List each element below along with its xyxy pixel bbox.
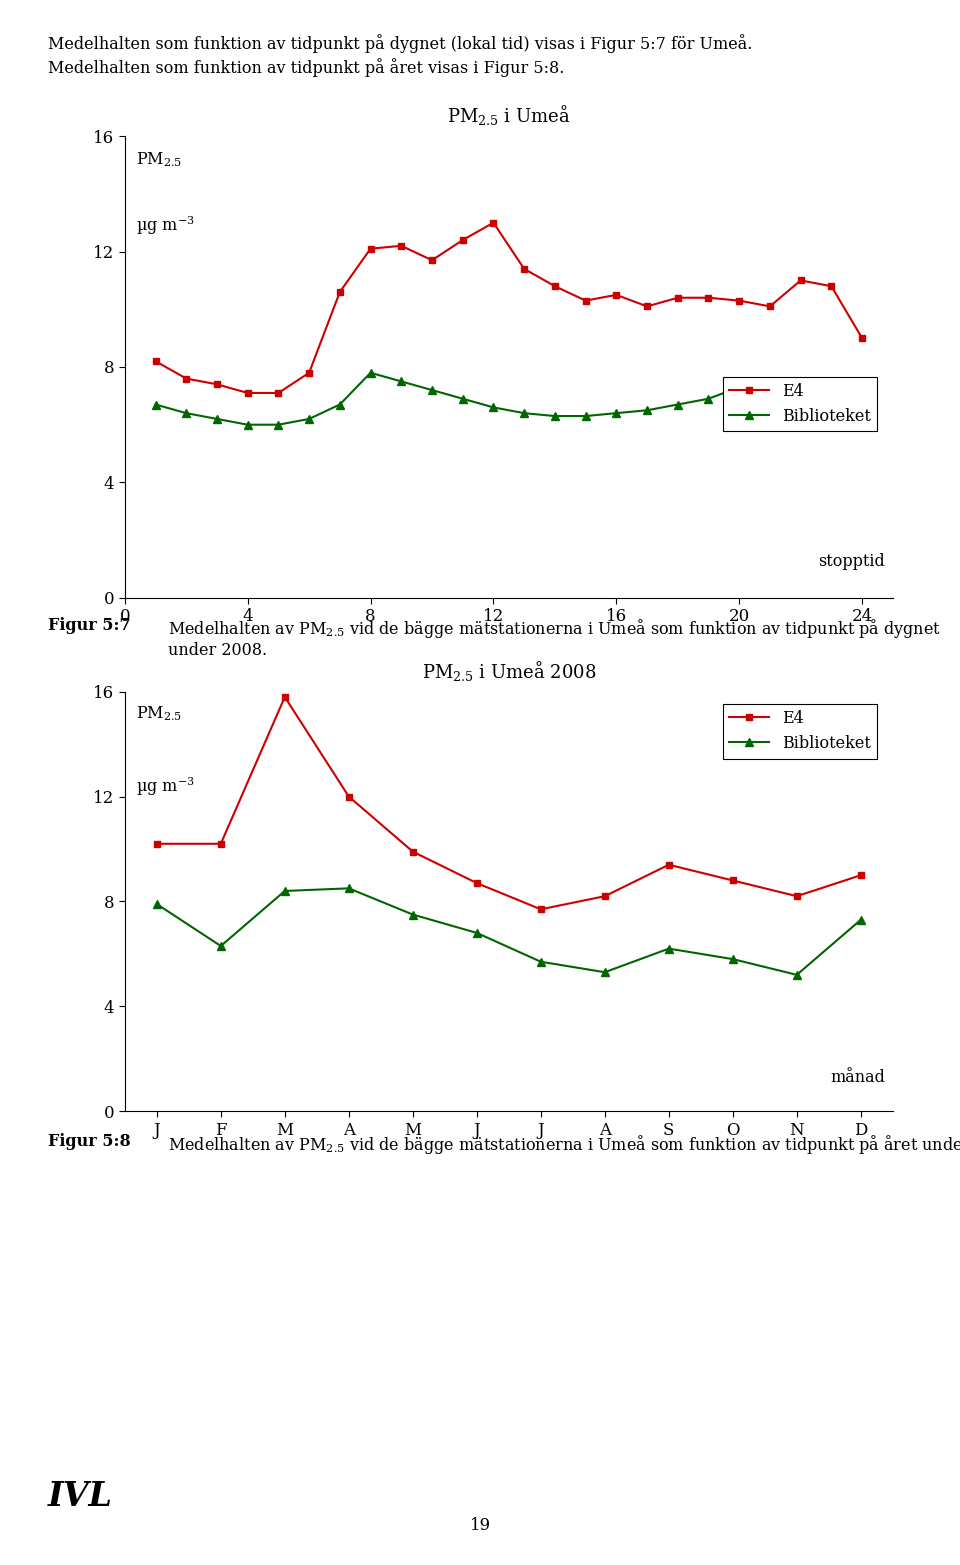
Biblioteket [334, 394, 346, 413]
Biblioteket [611, 404, 622, 423]
Title: PM$_{2.5}$ i Umeå: PM$_{2.5}$ i Umeå [447, 103, 570, 127]
E4 [457, 230, 468, 249]
E4 [611, 285, 622, 304]
E4 [549, 277, 561, 296]
E4 [855, 865, 867, 884]
E4 [663, 856, 675, 875]
Text: Figur 5:7: Figur 5:7 [48, 617, 131, 634]
Biblioteket [151, 895, 162, 914]
Biblioteket [457, 390, 468, 408]
E4 [826, 277, 837, 296]
E4 [580, 291, 591, 310]
Text: PM$_{2.5}$: PM$_{2.5}$ [136, 150, 182, 169]
Biblioteket [727, 950, 738, 969]
E4 [733, 291, 745, 310]
Biblioteket [764, 376, 776, 394]
E4 [211, 376, 223, 394]
Text: IVL: IVL [48, 1480, 113, 1513]
E4 [365, 239, 376, 258]
Biblioteket [641, 401, 653, 419]
Biblioteket [343, 880, 354, 898]
Text: stopptid: stopptid [818, 552, 885, 570]
E4 [303, 363, 315, 382]
E4 [343, 787, 354, 806]
Biblioteket [279, 881, 291, 900]
Text: Medelhalten som funktion av tidpunkt på året visas i Figur 5:8.: Medelhalten som funktion av tidpunkt på … [48, 58, 564, 77]
Title: PM$_{2.5}$ i Umeå 2008: PM$_{2.5}$ i Umeå 2008 [421, 659, 596, 682]
Biblioteket [365, 363, 376, 382]
Biblioteket [580, 407, 591, 426]
Text: Medelhalten av PM$_{2.5}$ vid de bägge mätstationerna i Umeå som funktion av tid: Medelhalten av PM$_{2.5}$ vid de bägge m… [168, 1133, 960, 1157]
Biblioteket [215, 936, 227, 955]
Biblioteket [599, 962, 611, 981]
Biblioteket [150, 394, 161, 413]
Line: E4: E4 [152, 219, 866, 396]
Text: µg m$^{-3}$: µg m$^{-3}$ [136, 776, 195, 798]
Biblioteket [733, 377, 745, 396]
Text: månad: månad [830, 1069, 885, 1086]
Biblioteket [535, 953, 546, 972]
E4 [727, 872, 738, 890]
Text: Figur 5:8: Figur 5:8 [48, 1133, 131, 1150]
Biblioteket [826, 377, 837, 396]
Text: Medelhalten som funktion av tidpunkt på dygnet (lokal tid) visas i Figur 5:7 för: Medelhalten som funktion av tidpunkt på … [48, 34, 753, 53]
Biblioteket [703, 390, 714, 408]
Text: 19: 19 [469, 1516, 491, 1534]
Biblioteket [855, 911, 867, 930]
Biblioteket [426, 380, 438, 399]
Text: µg m$^{-3}$: µg m$^{-3}$ [136, 214, 195, 238]
E4 [279, 687, 291, 706]
E4 [535, 900, 546, 919]
Legend: E4, Biblioteket: E4, Biblioteket [723, 377, 877, 432]
Biblioteket [795, 376, 806, 394]
Biblioteket [407, 905, 419, 923]
E4 [396, 236, 407, 255]
Biblioteket [672, 394, 684, 413]
E4 [488, 213, 499, 232]
Line: Biblioteket: Biblioteket [153, 884, 865, 980]
E4 [764, 297, 776, 316]
Biblioteket [549, 407, 561, 426]
E4 [180, 369, 192, 388]
E4 [791, 887, 803, 906]
Biblioteket [856, 387, 868, 405]
E4 [641, 297, 653, 316]
Biblioteket [180, 404, 192, 423]
Biblioteket [211, 410, 223, 429]
E4 [703, 288, 714, 307]
E4 [795, 271, 806, 290]
Biblioteket [791, 966, 803, 984]
Legend: E4, Biblioteket: E4, Biblioteket [723, 704, 877, 759]
Biblioteket [471, 923, 483, 942]
Biblioteket [518, 404, 530, 423]
E4 [273, 383, 284, 402]
Text: Medelhalten av PM$_{2.5}$ vid de bägge mätstationerna i Umeå som funktion av tid: Medelhalten av PM$_{2.5}$ vid de bägge m… [168, 617, 941, 659]
E4 [151, 834, 162, 853]
Biblioteket [273, 415, 284, 434]
Biblioteket [488, 398, 499, 416]
E4 [672, 288, 684, 307]
E4 [856, 329, 868, 347]
Biblioteket [303, 410, 315, 429]
E4 [518, 260, 530, 279]
E4 [426, 250, 438, 269]
Biblioteket [396, 372, 407, 391]
Line: Biblioteket: Biblioteket [152, 369, 866, 429]
E4 [599, 887, 611, 906]
E4 [334, 283, 346, 302]
Line: E4: E4 [154, 693, 864, 912]
Biblioteket [242, 415, 253, 434]
E4 [215, 834, 227, 853]
E4 [242, 383, 253, 402]
E4 [150, 352, 161, 371]
E4 [471, 873, 483, 892]
E4 [407, 842, 419, 861]
Text: PM$_{2.5}$: PM$_{2.5}$ [136, 704, 182, 723]
Biblioteket [663, 939, 675, 958]
